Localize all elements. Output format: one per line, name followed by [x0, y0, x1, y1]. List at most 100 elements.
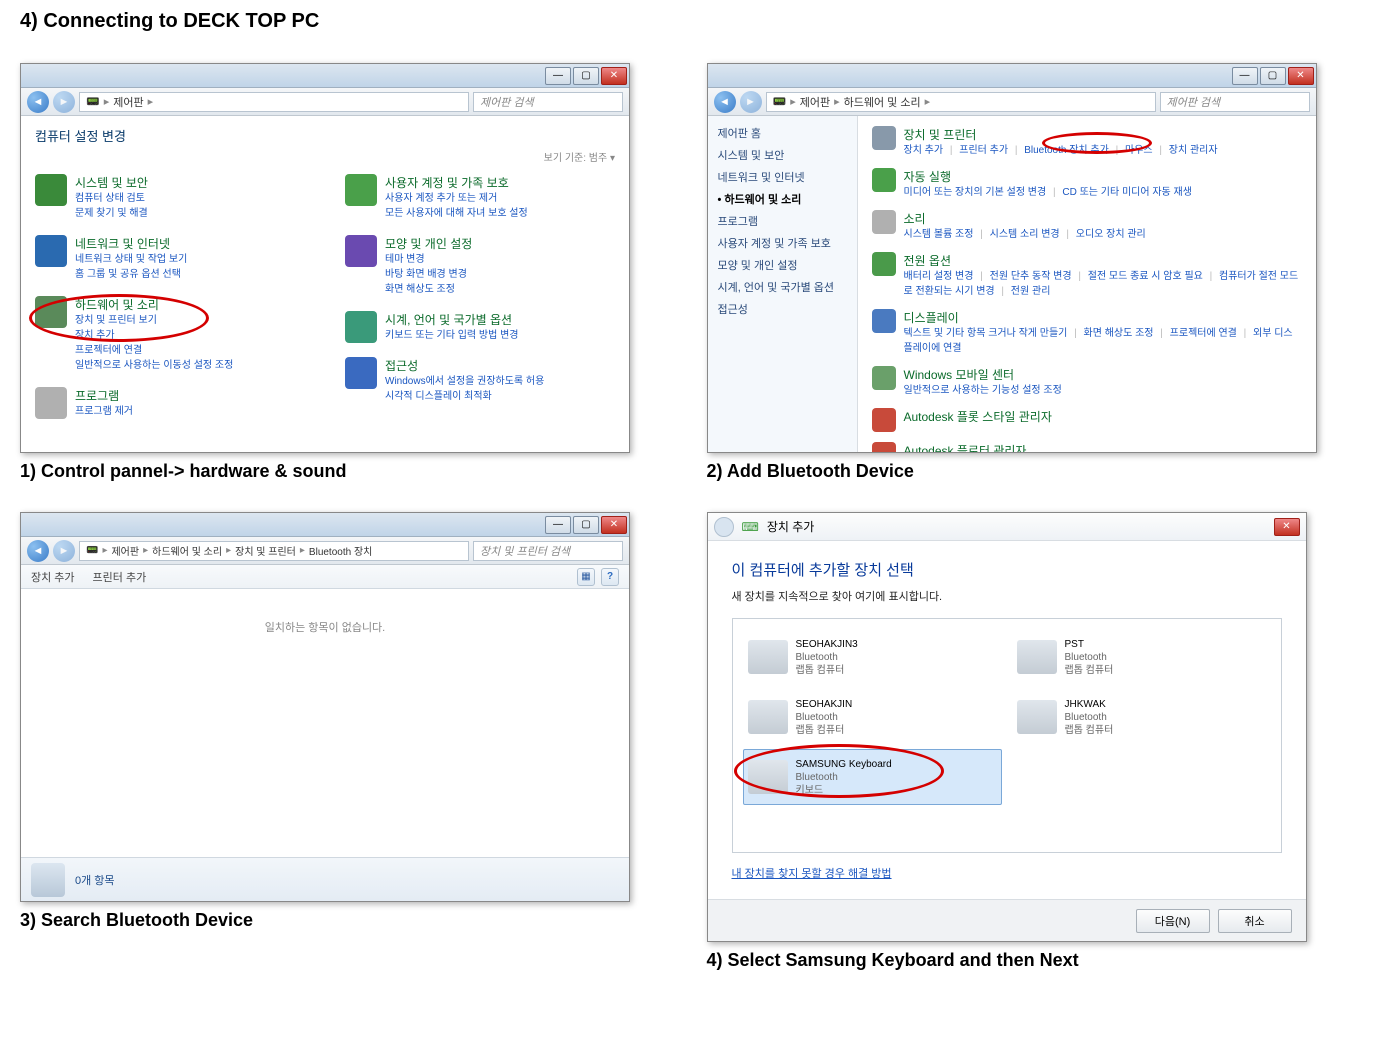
category-item[interactable]: 시계, 언어 및 국가별 옵션키보드 또는 기타 입력 방법 변경 [345, 311, 615, 343]
sidebar-item[interactable]: 네트워크 및 인터넷 [708, 166, 857, 188]
search-input[interactable]: 제어판 검색 [1160, 92, 1310, 112]
close-button[interactable]: ✕ [1288, 67, 1314, 85]
dialog-footer: 다음(N) 취소 [708, 899, 1306, 941]
hw-category[interactable]: Windows 모바일 센터일반적으로 사용하는 기능성 설정 조정 [872, 366, 1302, 398]
caption-3: 3) Search Bluetooth Device [20, 910, 667, 931]
search-input[interactable]: 제어판 검색 [473, 92, 623, 112]
device-icon [1017, 700, 1057, 734]
view-mode[interactable]: 보기 기준: 범주 ▾ [35, 149, 615, 164]
category-item[interactable]: 프로그램프로그램 제거 [35, 387, 305, 419]
device-item[interactable]: SAMSUNG KeyboardBluetooth키보드 [743, 749, 1002, 805]
add-printer-button[interactable]: 프린터 추가 [93, 569, 147, 585]
hw-category[interactable]: Autodesk 플로터 관리자 [872, 442, 1302, 452]
category-links[interactable]: 테마 변경 바탕 화면 배경 변경 화면 해상도 조정 [385, 252, 472, 297]
bc-seg[interactable]: Bluetooth 장치 [309, 543, 372, 558]
bc-seg[interactable]: 장치 및 프린터 [235, 543, 296, 558]
device-icon [1017, 640, 1057, 674]
category-item[interactable]: 사용자 계정 및 가족 보호사용자 계정 추가 또는 제거 모든 사용자에 대해… [345, 174, 615, 221]
next-button[interactable]: 다음(N) [1136, 909, 1210, 933]
category-icon [35, 235, 67, 267]
sidebar-item[interactable]: 접근성 [708, 298, 857, 320]
bc-seg[interactable]: 제어판 [800, 94, 830, 110]
hw-sublinks[interactable]: 미디어 또는 장치의 기본 설정 변경 | CD 또는 기타 미디어 자동 재생 [904, 185, 1192, 200]
back-button[interactable]: ◄ [714, 91, 736, 113]
hw-sublinks[interactable]: 텍스트 및 기타 항목 크거나 작게 만들기 | 화면 해상도 조정 | 프로젝… [904, 326, 1302, 356]
forward-button[interactable]: ► [53, 540, 75, 562]
category-links[interactable]: 프로그램 제거 [75, 404, 133, 419]
category-links[interactable]: 사용자 계정 추가 또는 제거 모든 사용자에 대해 자녀 보호 설정 [385, 191, 528, 221]
hw-category[interactable]: 디스플레이텍스트 및 기타 항목 크거나 작게 만들기 | 화면 해상도 조정 … [872, 309, 1302, 356]
category-title: 하드웨어 및 소리 [75, 296, 233, 313]
category-links[interactable]: 키보드 또는 기타 입력 방법 변경 [385, 328, 519, 343]
forward-button[interactable]: ► [740, 91, 762, 113]
hw-sublinks[interactable]: 배터리 설정 변경 | 전원 단추 동작 변경 | 절전 모드 종료 시 암호 … [904, 269, 1302, 299]
minimize-button[interactable]: — [545, 67, 571, 85]
hw-category[interactable]: 전원 옵션배터리 설정 변경 | 전원 단추 동작 변경 | 절전 모드 종료 … [872, 252, 1302, 299]
dialog-body: 이 컴퓨터에 추가할 장치 선택 새 장치를 지속적으로 찾아 여기에 표시합니… [708, 541, 1306, 899]
sidebar-item[interactable]: 모양 및 개인 설정 [708, 254, 857, 276]
hw-content: 장치 및 프린터장치 추가 | 프린터 추가 | Bluetooth 장치 추가… [858, 116, 1316, 452]
help-button[interactable]: ? [601, 568, 619, 586]
category-title: 접근성 [385, 357, 544, 374]
device-item[interactable]: SEOHAKJIN3Bluetooth랩톱 컴퓨터 [743, 629, 1002, 685]
category-item[interactable]: 네트워크 및 인터넷네트워크 상태 및 작업 보기 홈 그룹 및 공유 옵션 선… [35, 235, 305, 282]
bc-seg[interactable]: 제어판 [113, 94, 143, 110]
dialog-close-button[interactable]: ✕ [1274, 518, 1300, 536]
minimize-button[interactable]: — [1232, 67, 1258, 85]
close-button[interactable]: ✕ [601, 67, 627, 85]
maximize-button[interactable]: ▢ [573, 516, 599, 534]
sidebar-item[interactable]: 시계, 언어 및 국가별 옵션 [708, 276, 857, 298]
category-links[interactable]: 네트워크 상태 및 작업 보기 홈 그룹 및 공유 옵션 선택 [75, 252, 187, 282]
search-input[interactable]: 장치 및 프린터 검색 [473, 541, 623, 561]
sidebar-item[interactable]: 사용자 계정 및 가족 보호 [708, 232, 857, 254]
forward-button[interactable]: ► [53, 91, 75, 113]
breadcrumb[interactable]: 📟 ▸ 제어판 ▸ [79, 92, 469, 112]
bc-seg[interactable]: 제어판 [111, 543, 139, 558]
status-bar: 0개 항목 [21, 857, 629, 901]
hw-category[interactable]: 소리시스템 볼륨 조정 | 시스템 소리 변경 | 오디오 장치 관리 [872, 210, 1302, 242]
breadcrumb[interactable]: 📟 ▸제어판 ▸하드웨어 및 소리 ▸장치 및 프린터 ▸Bluetooth 장… [79, 541, 469, 561]
help-link[interactable]: 내 장치를 찾지 못할 경우 해결 방법 [732, 865, 1282, 881]
hw-title: Windows 모바일 센터 [904, 366, 1062, 383]
hw-sublinks[interactable]: 장치 추가 | 프린터 추가 | Bluetooth 장치 추가 | 마우스 |… [904, 143, 1218, 158]
maximize-button[interactable]: ▢ [1260, 67, 1286, 85]
close-button[interactable]: ✕ [601, 516, 627, 534]
device-item[interactable]: PSTBluetooth랩톱 컴퓨터 [1012, 629, 1271, 685]
sidebar-item[interactable]: 제어판 홈 [708, 122, 857, 144]
minimize-button[interactable]: — [545, 516, 571, 534]
hw-sublinks[interactable]: 시스템 볼륨 조정 | 시스템 소리 변경 | 오디오 장치 관리 [904, 227, 1146, 242]
category-item[interactable]: 모양 및 개인 설정테마 변경 바탕 화면 배경 변경 화면 해상도 조정 [345, 235, 615, 297]
view-button[interactable]: ▦ [577, 568, 595, 586]
breadcrumb[interactable]: 📟 ▸제어판 ▸하드웨어 및 소리 ▸ [766, 92, 1156, 112]
device-label: SEOHAKJINBluetooth랩톱 컴퓨터 [796, 698, 853, 737]
device-item[interactable]: SEOHAKJINBluetooth랩톱 컴퓨터 [743, 689, 1002, 745]
cancel-button[interactable]: 취소 [1218, 909, 1292, 933]
home-icon: 📟 [86, 545, 98, 556]
hw-category[interactable]: Autodesk 플롯 스타일 관리자 [872, 408, 1302, 432]
sidebar-item[interactable]: 하드웨어 및 소리 [708, 188, 857, 210]
category-links[interactable]: Windows에서 설정을 권장하도록 허용 시각적 디스플레이 최적화 [385, 374, 544, 404]
caption-1: 1) Control pannel-> hardware & sound [20, 461, 667, 482]
category-links[interactable]: 컴퓨터 상태 검토 문제 찾기 및 해결 [75, 191, 148, 221]
hw-category[interactable]: 자동 실행미디어 또는 장치의 기본 설정 변경 | CD 또는 기타 미디어 … [872, 168, 1302, 200]
category-icon [35, 174, 67, 206]
hw-title: 소리 [904, 210, 1146, 227]
hw-category[interactable]: 장치 및 프린터장치 추가 | 프린터 추가 | Bluetooth 장치 추가… [872, 126, 1302, 158]
bc-seg[interactable]: 하드웨어 및 소리 [152, 543, 222, 558]
add-device-button[interactable]: 장치 추가 [31, 569, 75, 585]
sidebar-item[interactable]: 시스템 및 보안 [708, 144, 857, 166]
device-item[interactable]: JHKWAKBluetooth랩톱 컴퓨터 [1012, 689, 1271, 745]
sidebar-item[interactable]: 프로그램 [708, 210, 857, 232]
back-button[interactable]: ◄ [27, 91, 49, 113]
category-item[interactable]: 시스템 및 보안컴퓨터 상태 검토 문제 찾기 및 해결 [35, 174, 305, 221]
hw-title: Autodesk 플롯 스타일 관리자 [904, 408, 1052, 425]
bc-seg[interactable]: 하드웨어 및 소리 [844, 94, 921, 110]
category-item[interactable]: 하드웨어 및 소리장치 및 프린터 보기 장치 추가 프로젝터에 연결 일반적으… [35, 296, 305, 373]
back-button[interactable]: ◄ [27, 540, 49, 562]
category-links[interactable]: 장치 및 프린터 보기 장치 추가 프로젝터에 연결 일반적으로 사용하는 이동… [75, 313, 233, 373]
dialog-titlebar: ⌨ 장치 추가 ✕ [708, 513, 1306, 541]
hw-sublinks[interactable]: 일반적으로 사용하는 기능성 설정 조정 [904, 383, 1062, 398]
dialog-back-button[interactable] [714, 517, 734, 537]
maximize-button[interactable]: ▢ [573, 67, 599, 85]
category-item[interactable]: 접근성Windows에서 설정을 권장하도록 허용 시각적 디스플레이 최적화 [345, 357, 615, 404]
